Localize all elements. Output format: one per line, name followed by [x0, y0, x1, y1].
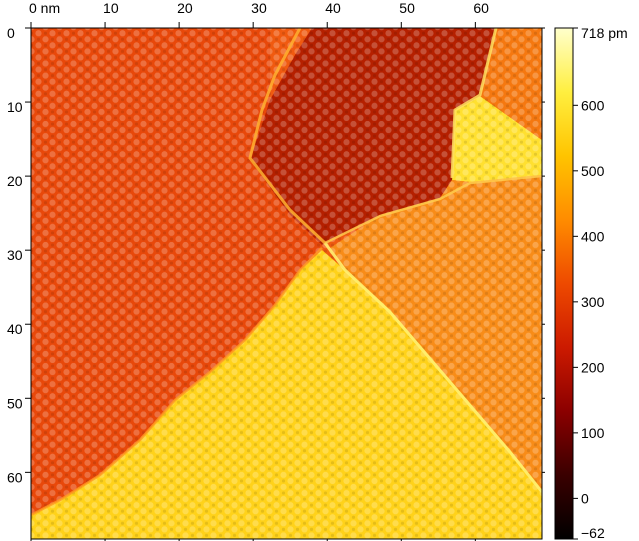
- y-axis-ticks: 0 10 20 30 40 50 60: [7, 25, 545, 485]
- x-tick-label: 0 nm: [29, 0, 60, 16]
- y-tick-label: 20: [7, 173, 23, 189]
- colorbar-tick-label: 400: [581, 228, 605, 244]
- colorbar-tick-label: 600: [581, 97, 605, 113]
- y-tick-label: 10: [7, 99, 23, 115]
- step-edge-1: [248, 28, 327, 245]
- colorbar-tick-label: 100: [581, 425, 605, 441]
- step-edge-3: [324, 174, 542, 245]
- y-tick-label: 30: [7, 247, 23, 263]
- x-tick-label: 40: [325, 0, 341, 16]
- x-tick-label: 10: [103, 0, 119, 16]
- x-tick-label: 50: [399, 0, 415, 16]
- colorbar: [554, 27, 574, 540]
- x-tick-label: 20: [177, 0, 193, 16]
- x-tick-label: 60: [473, 0, 489, 16]
- x-tick-label: 30: [251, 0, 267, 16]
- y-tick-label: 40: [7, 321, 23, 337]
- colorbar-tick-label: 500: [581, 163, 605, 179]
- topograph-image: [31, 28, 542, 539]
- x-axis-ticks: 0 nm 10 20 30 40 50 60: [29, 0, 489, 541]
- colorbar-tick-label: 0: [581, 490, 589, 506]
- y-tick-label: 0: [7, 25, 15, 41]
- y-tick-label: 60: [7, 469, 23, 485]
- colorbar-tick-label: 200: [581, 359, 605, 375]
- atomic-lattice: [31, 28, 542, 539]
- colorbar-tick-label: 718 pm: [581, 25, 628, 41]
- colorbar-tick-label: 300: [581, 294, 605, 310]
- colorbar-ticks: 718 pm 600 500 400 300 200 100 0 −62: [573, 25, 628, 541]
- plot-frame: [30, 27, 543, 540]
- step-edge-2: [323, 242, 542, 493]
- step-edge-4: [450, 28, 498, 179]
- colorbar-tick-label: −62: [581, 525, 605, 541]
- step-edge-5: [31, 247, 323, 517]
- y-tick-label: 50: [7, 395, 23, 411]
